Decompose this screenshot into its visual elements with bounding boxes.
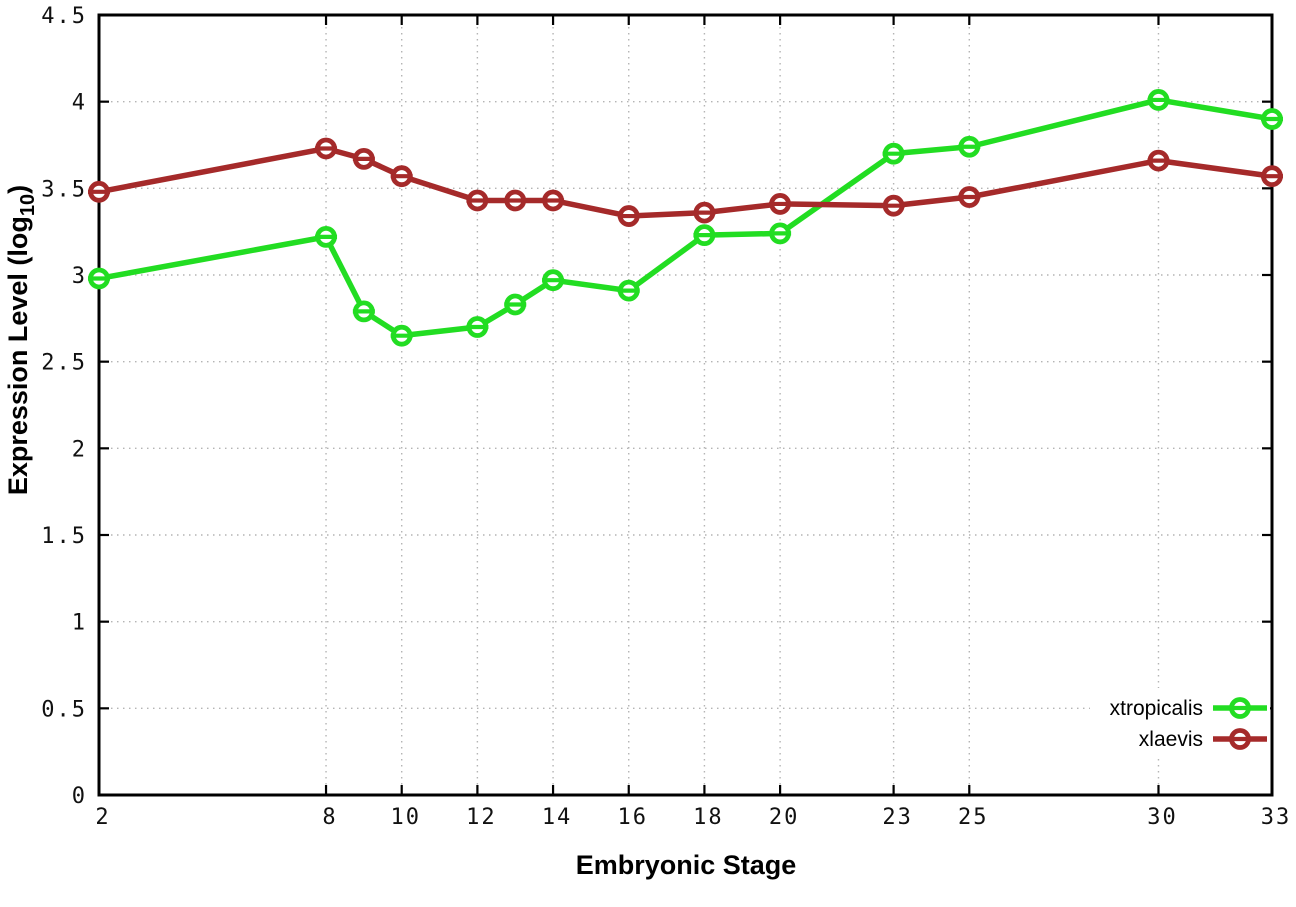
marker-xlaevis-12 <box>466 189 489 212</box>
tick-label-y-1: 1 <box>72 611 87 636</box>
legend-label-xtropicalis: xtropicalis <box>1110 697 1203 720</box>
marker-xlaevis-16 <box>617 205 640 227</box>
plot-border <box>97 13 1274 797</box>
tick-label-y-1.5: 1.5 <box>41 524 87 549</box>
y-axis-title: Expression Level (log10) <box>3 185 39 495</box>
marker-xlaevis-13 <box>504 189 527 212</box>
legend-label-xlaevis: xlaevis <box>1139 728 1203 751</box>
marker-xlaevis-2 <box>88 180 110 203</box>
marker-xtropicalis-9 <box>352 300 375 323</box>
legend-marker-xtropicalis <box>1229 697 1251 719</box>
marker-xlaevis-8 <box>315 137 338 160</box>
y-axis-title-main: Expression Level (log <box>3 216 33 495</box>
marker-xlaevis-23 <box>882 194 905 217</box>
series-xtropicalis-line <box>96 97 1275 339</box>
tick-label-y-0.5: 0.5 <box>41 697 87 722</box>
marker-xlaevis-10 <box>390 165 413 188</box>
tick-label-y-3.5: 3.5 <box>41 177 87 202</box>
tick-label-x-8: 8 <box>322 805 337 830</box>
axis-ticks <box>97 13 1274 797</box>
tick-label-x-33: 33 <box>1261 805 1292 830</box>
marker-xtropicalis-23 <box>882 142 905 165</box>
gridlines <box>98 14 1273 796</box>
tick-label-x-30: 30 <box>1147 805 1178 830</box>
marker-xlaevis-30 <box>1147 149 1170 172</box>
marker-xtropicalis-30 <box>1147 89 1170 111</box>
plot-border-layer <box>97 13 1274 797</box>
tick-label-y-4.5: 4.5 <box>41 4 87 29</box>
tick-label-y-3: 3 <box>72 264 87 289</box>
y-axis-title-end: ) <box>3 185 33 194</box>
marker-xlaevis-14 <box>542 189 565 212</box>
marker-xlaevis-20 <box>769 193 792 215</box>
marker-xlaevis-18 <box>693 201 716 224</box>
tick-label-y-2: 2 <box>72 437 87 462</box>
marker-layer <box>88 89 1283 347</box>
marker-xlaevis-33 <box>1261 165 1283 188</box>
marker-xtropicalis-13 <box>504 293 527 316</box>
tick-label-x-2: 2 <box>95 805 110 830</box>
marker-xlaevis-9 <box>352 147 375 170</box>
tick-label-x-10: 10 <box>390 805 421 830</box>
tick-label-x-12: 12 <box>466 805 497 830</box>
tick-label-x-18: 18 <box>693 805 724 830</box>
marker-xtropicalis-12 <box>466 316 489 338</box>
tick-label-y-2.5: 2.5 <box>41 351 87 376</box>
legend: xtropicalis xlaevis <box>1090 688 1270 756</box>
marker-xtropicalis-25 <box>958 135 981 158</box>
y-axis-title-subscript: 10 <box>17 194 39 216</box>
series-xlaevis-line <box>96 145 1275 219</box>
tick-label-y-0: 0 <box>72 784 87 809</box>
tick-label-x-23: 23 <box>882 805 913 830</box>
tick-label-x-14: 14 <box>542 805 573 830</box>
marker-xtropicalis-10 <box>390 324 413 347</box>
tick-label-x-16: 16 <box>617 805 648 830</box>
marker-xtropicalis-2 <box>88 267 110 290</box>
x-axis-title: Embryonic Stage <box>576 850 797 880</box>
marker-xtropicalis-14 <box>542 269 565 292</box>
marker-xtropicalis-8 <box>315 225 338 248</box>
tick-labels: 2 8 10 12 14 16 18 20 23 25 30 33 0 0.5 1 1.5 2 2.5 3 3.5 4 4… <box>41 4 1292 830</box>
series-layer <box>96 97 1275 339</box>
legend-marker-xlaevis <box>1229 728 1251 750</box>
marker-xtropicalis-20 <box>769 222 792 245</box>
tick-label-y-4: 4 <box>72 91 87 116</box>
marker-xtropicalis-33 <box>1261 108 1283 130</box>
tick-label-x-25: 25 <box>958 805 989 830</box>
marker-xtropicalis-16 <box>617 279 640 302</box>
marker-xtropicalis-18 <box>693 224 716 247</box>
marker-xlaevis-25 <box>958 186 981 208</box>
tick-label-x-20: 20 <box>769 805 800 830</box>
